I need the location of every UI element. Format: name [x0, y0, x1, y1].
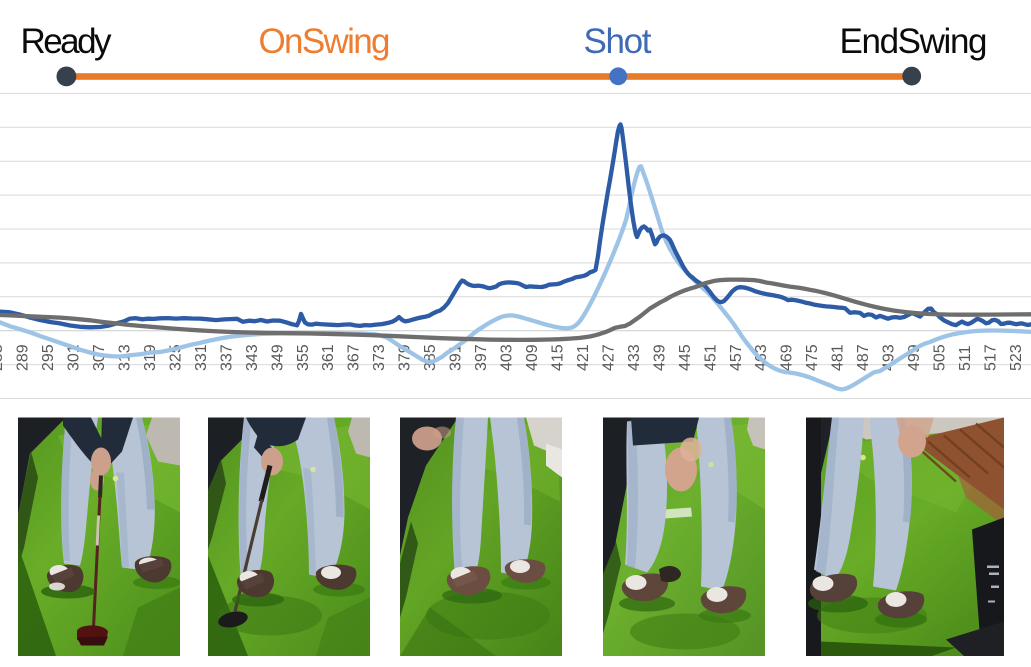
svg-text:427: 427: [600, 344, 617, 371]
svg-text:307: 307: [91, 344, 108, 371]
svg-text:385: 385: [422, 344, 439, 371]
svg-text:361: 361: [320, 344, 337, 371]
svg-text:OnSwing: OnSwing: [259, 22, 391, 61]
svg-text:475: 475: [804, 344, 821, 371]
svg-text:337: 337: [218, 344, 235, 371]
svg-text:319: 319: [142, 344, 159, 371]
svg-text:451: 451: [702, 344, 719, 371]
svg-text:397: 397: [473, 344, 490, 371]
svg-text:523: 523: [1008, 344, 1025, 371]
svg-text:505: 505: [932, 344, 949, 371]
svg-text:Shot: Shot: [584, 22, 652, 61]
svg-text:481: 481: [830, 344, 847, 371]
svg-text:439: 439: [651, 344, 668, 371]
svg-text:EndSwing: EndSwing: [840, 22, 988, 61]
svg-text:487: 487: [855, 344, 872, 371]
svg-text:Ready: Ready: [21, 22, 113, 61]
svg-text:421: 421: [575, 344, 592, 371]
svg-text:349: 349: [269, 344, 286, 371]
svg-text:343: 343: [244, 344, 261, 371]
svg-text:433: 433: [626, 344, 643, 371]
svg-text:445: 445: [677, 344, 694, 371]
svg-text:469: 469: [779, 344, 796, 371]
svg-text:331: 331: [193, 344, 210, 371]
svg-text:373: 373: [371, 344, 388, 371]
svg-text:517: 517: [983, 344, 1000, 371]
svg-text:409: 409: [524, 344, 541, 371]
svg-text:355: 355: [295, 344, 312, 371]
svg-text:511: 511: [957, 345, 974, 371]
svg-text:457: 457: [728, 344, 745, 371]
svg-text:283: 283: [0, 344, 6, 371]
svg-text:403: 403: [499, 344, 516, 371]
svg-text:415: 415: [550, 344, 567, 371]
svg-text:295: 295: [40, 344, 57, 371]
svg-text:367: 367: [346, 344, 363, 371]
svg-text:289: 289: [15, 344, 32, 371]
